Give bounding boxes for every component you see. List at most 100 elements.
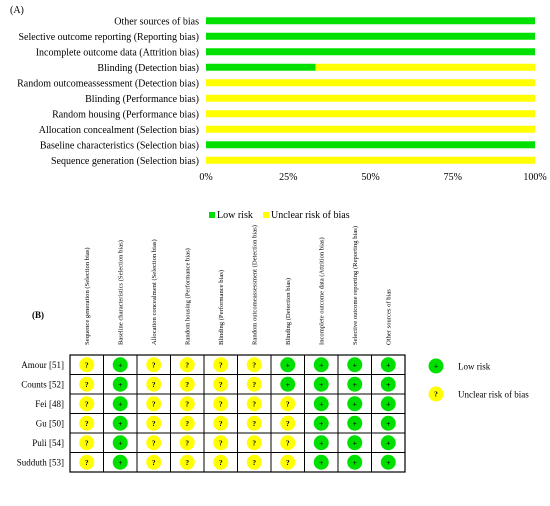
marker-symbol: +: [319, 458, 323, 467]
marker-symbol: ?: [252, 419, 256, 428]
marker-symbol: ?: [85, 438, 89, 447]
marker-symbol: +: [319, 438, 323, 447]
unclear-risk-marker: [246, 454, 262, 470]
unclear-risk-marker: [246, 376, 262, 392]
column-header: Incomplete outcome data (Attrition bias): [318, 237, 325, 345]
unclear-risk-marker: [146, 396, 162, 412]
marker-symbol: ?: [85, 458, 89, 467]
marker-symbol: +: [286, 380, 290, 389]
marker-symbol: +: [386, 419, 390, 428]
low-risk-marker: [347, 415, 363, 431]
marker-symbol: +: [286, 360, 290, 369]
low-risk-marker: [112, 376, 128, 392]
marker-symbol: ?: [219, 438, 223, 447]
marker-symbol: ?: [252, 438, 256, 447]
column-header: Baseline characteristics (Selection bias…: [117, 240, 124, 345]
unclear-risk-marker: [280, 415, 296, 431]
marker-symbol: ?: [185, 438, 189, 447]
category-label: Blinding (Detection bias): [97, 63, 199, 74]
low-risk-marker: [112, 357, 128, 373]
unclear-risk-marker: [246, 415, 262, 431]
category-label: Random housing (Performance bias): [52, 109, 199, 120]
marker-symbol: +: [353, 399, 357, 408]
unclear-risk-marker: [79, 415, 95, 431]
marker-symbol: ?: [152, 458, 156, 467]
legend-label: Unclear risk of bias: [458, 390, 529, 400]
unclear-risk-marker: [79, 435, 95, 451]
category-label: Allocation concealment (Selection bias): [39, 125, 199, 136]
bar-low-risk: [206, 63, 316, 71]
study-label: Puli [54]: [32, 438, 64, 448]
column-header: Random housing (Performance bias): [184, 248, 191, 345]
unclear-risk-marker: [213, 396, 229, 412]
risk-of-bias-summary-table: Sequence generation (Selection bias) Base…: [17, 225, 406, 473]
bar-chart-legend: Low risk Unclear risk of bias: [209, 210, 350, 221]
panel-a-label: (A): [10, 5, 24, 16]
marker-symbol: ?: [185, 360, 189, 369]
study-label: Amour [51]: [21, 360, 64, 370]
unclear-risk-marker: [79, 454, 95, 470]
column-header: Random outcomeassessment (Detection bias…: [251, 225, 258, 345]
bar-unclear-risk: [315, 63, 535, 71]
low-risk-marker: [380, 357, 396, 373]
column-header: Blinding (Performance bias): [218, 270, 225, 345]
low-risk-marker: [313, 357, 329, 373]
unclear-risk-marker: [146, 357, 162, 373]
marker-symbol: ?: [85, 419, 89, 428]
low-risk-marker: [313, 454, 329, 470]
unclear-risk-marker: [246, 357, 262, 373]
marker-symbol: +: [118, 438, 122, 447]
marker-symbol: ?: [85, 399, 89, 408]
unclear-risk-marker: [246, 396, 262, 412]
study-label: Fei [48]: [35, 399, 64, 409]
legend-label: Unclear risk of bias: [271, 210, 350, 221]
marker-symbol: ?: [152, 380, 156, 389]
unclear-risk-marker: [146, 454, 162, 470]
category-label: Incomplete outcome data (Attrition bias): [36, 47, 199, 58]
unclear-risk-marker: [213, 376, 229, 392]
x-tick-label: 75%: [444, 172, 462, 183]
marker-symbol: +: [118, 399, 122, 408]
bar-unclear-risk: [206, 125, 535, 133]
marker-symbol: ?: [219, 399, 223, 408]
legend-unclear-risk-marker: [428, 386, 444, 402]
category-label: Baseline characteristics (Selection bias…: [40, 140, 199, 151]
bar-unclear-risk: [206, 79, 535, 87]
low-risk-marker: [280, 357, 296, 373]
marker-symbol: ?: [185, 380, 189, 389]
x-tick-label: 50%: [361, 172, 379, 183]
unclear-risk-marker: [179, 396, 195, 412]
bar-low-risk: [206, 48, 535, 56]
marker-symbol: ?: [219, 380, 223, 389]
low-risk-marker: [112, 454, 128, 470]
low-risk-marker: [313, 415, 329, 431]
legend-label: Low risk: [458, 362, 491, 372]
category-label: Sequence generation (Selection bias): [51, 156, 199, 167]
marker-symbol: +: [353, 380, 357, 389]
low-risk-marker: [380, 415, 396, 431]
marker-symbol: ?: [85, 380, 89, 389]
marker-symbol: ?: [252, 399, 256, 408]
category-label: Other sources of bias: [114, 16, 199, 27]
low-risk-marker: [347, 435, 363, 451]
unclear-risk-marker: [213, 415, 229, 431]
unclear-risk-marker: [280, 454, 296, 470]
low-risk-marker: [280, 376, 296, 392]
panel-b-label: (B): [32, 310, 44, 320]
study-label: Gu [50]: [36, 418, 64, 428]
bar-unclear-risk: [206, 156, 535, 164]
marker-symbol: ?: [219, 458, 223, 467]
unclear-risk-marker: [246, 435, 262, 451]
unclear-risk-marker: [280, 396, 296, 412]
unclear-risk-marker: [146, 415, 162, 431]
low-risk-marker: [347, 357, 363, 373]
marker-symbol: ?: [219, 419, 223, 428]
low-risk-marker: [112, 396, 128, 412]
marker-symbol: +: [386, 458, 390, 467]
marker-symbol: ?: [252, 458, 256, 467]
marker-symbol: ?: [219, 360, 223, 369]
marker-symbol: ?: [152, 438, 156, 447]
unclear-risk-marker: [79, 396, 95, 412]
column-header: Sequence generation (Selection bias): [84, 247, 91, 345]
column-header: Blinding (Detection bias): [285, 278, 292, 345]
